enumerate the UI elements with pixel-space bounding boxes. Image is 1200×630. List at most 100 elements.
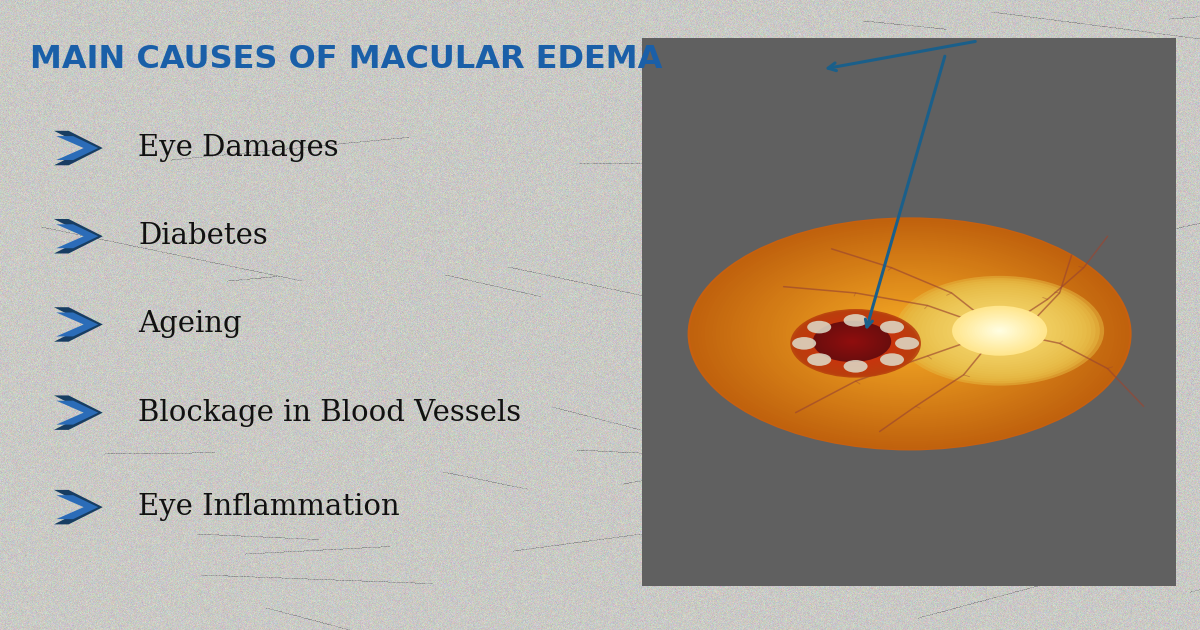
Circle shape xyxy=(812,321,892,362)
Circle shape xyxy=(947,303,1052,358)
Circle shape xyxy=(823,326,888,360)
Circle shape xyxy=(878,318,941,350)
Circle shape xyxy=(839,335,872,352)
Text: Diabetes: Diabetes xyxy=(138,222,268,250)
Circle shape xyxy=(797,275,1022,393)
Circle shape xyxy=(900,329,919,339)
Circle shape xyxy=(991,326,1008,335)
Circle shape xyxy=(852,304,967,364)
Circle shape xyxy=(786,269,1033,399)
Circle shape xyxy=(973,317,1026,345)
Circle shape xyxy=(838,334,866,349)
Circle shape xyxy=(829,329,875,353)
Circle shape xyxy=(817,323,894,364)
Circle shape xyxy=(715,232,1104,436)
Circle shape xyxy=(841,336,870,351)
Circle shape xyxy=(694,220,1126,447)
Circle shape xyxy=(896,327,923,341)
Circle shape xyxy=(845,300,974,368)
Circle shape xyxy=(895,337,919,350)
Circle shape xyxy=(815,284,1004,384)
Circle shape xyxy=(847,339,864,348)
Circle shape xyxy=(985,323,1014,338)
Circle shape xyxy=(856,306,964,362)
Circle shape xyxy=(899,278,1100,384)
Polygon shape xyxy=(56,401,98,425)
Polygon shape xyxy=(54,490,103,524)
Circle shape xyxy=(958,309,1042,353)
Circle shape xyxy=(984,323,1015,339)
Circle shape xyxy=(866,311,953,357)
Circle shape xyxy=(952,306,1048,356)
Polygon shape xyxy=(54,396,103,430)
Circle shape xyxy=(997,329,1002,332)
Circle shape xyxy=(848,302,971,366)
Circle shape xyxy=(889,323,930,345)
Circle shape xyxy=(727,238,1092,430)
Circle shape xyxy=(824,327,880,356)
Polygon shape xyxy=(56,495,98,519)
Circle shape xyxy=(806,318,905,369)
Circle shape xyxy=(701,224,1118,444)
Circle shape xyxy=(841,298,978,370)
Circle shape xyxy=(811,282,1008,386)
Polygon shape xyxy=(56,136,98,160)
Circle shape xyxy=(848,340,856,343)
Circle shape xyxy=(880,321,904,333)
Circle shape xyxy=(793,311,918,376)
Circle shape xyxy=(836,333,875,353)
Circle shape xyxy=(895,276,1104,386)
Circle shape xyxy=(828,329,883,358)
Circle shape xyxy=(763,257,1056,411)
Circle shape xyxy=(749,249,1070,418)
Circle shape xyxy=(920,289,1079,372)
Circle shape xyxy=(760,255,1060,413)
Circle shape xyxy=(712,230,1108,438)
Circle shape xyxy=(925,292,1074,370)
Circle shape xyxy=(731,240,1088,428)
Circle shape xyxy=(970,315,1030,346)
Text: Blockage in Blood Vessels: Blockage in Blood Vessels xyxy=(138,399,521,427)
Circle shape xyxy=(742,246,1078,422)
Circle shape xyxy=(874,315,946,353)
Circle shape xyxy=(704,226,1115,442)
Circle shape xyxy=(724,236,1096,432)
Circle shape xyxy=(808,321,832,333)
Circle shape xyxy=(960,310,1039,352)
Circle shape xyxy=(846,338,858,345)
Circle shape xyxy=(850,340,862,347)
Circle shape xyxy=(974,318,1025,344)
Circle shape xyxy=(798,313,913,374)
Circle shape xyxy=(782,267,1037,401)
Circle shape xyxy=(833,331,878,355)
Circle shape xyxy=(752,251,1067,416)
Circle shape xyxy=(835,333,869,350)
Circle shape xyxy=(912,285,1087,377)
Circle shape xyxy=(816,323,888,360)
Circle shape xyxy=(822,288,997,380)
Circle shape xyxy=(967,314,1032,348)
Circle shape xyxy=(952,306,1048,356)
Polygon shape xyxy=(56,312,98,336)
Circle shape xyxy=(793,273,1026,395)
Circle shape xyxy=(838,296,982,372)
Circle shape xyxy=(844,337,860,346)
Circle shape xyxy=(982,321,1018,340)
Circle shape xyxy=(964,312,1036,350)
Circle shape xyxy=(854,343,857,344)
Circle shape xyxy=(734,242,1085,426)
Circle shape xyxy=(990,326,1009,336)
Circle shape xyxy=(979,320,1020,341)
Circle shape xyxy=(880,353,904,366)
Polygon shape xyxy=(54,131,103,165)
Text: Eye Inflammation: Eye Inflammation xyxy=(138,493,400,521)
Circle shape xyxy=(977,319,1022,343)
Circle shape xyxy=(821,325,883,358)
Circle shape xyxy=(886,321,934,347)
Circle shape xyxy=(779,265,1040,403)
Circle shape xyxy=(818,324,886,359)
Circle shape xyxy=(904,280,1096,381)
Circle shape xyxy=(827,328,877,355)
Circle shape xyxy=(756,253,1063,415)
Polygon shape xyxy=(56,224,98,248)
